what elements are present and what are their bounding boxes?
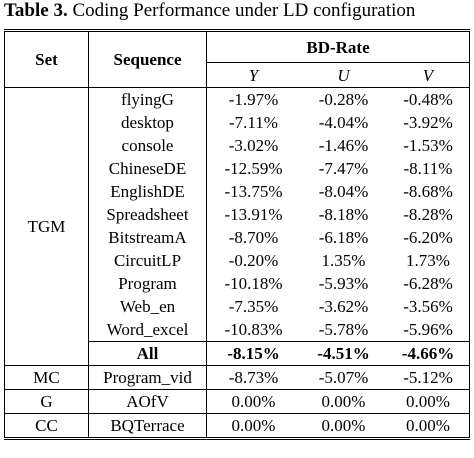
set-cell: MC <box>4 365 89 390</box>
value-cell: -13.91% <box>224 205 283 224</box>
value-cell: -4.66% <box>387 341 470 366</box>
header-cell: BD-Rate <box>206 30 470 63</box>
value-cell: -0.28% <box>318 90 369 109</box>
sequence-cell: Spreadsheet <box>88 203 207 226</box>
data-row: desktop -7.11% -4.04% -3.92% <box>5 111 470 134</box>
value-cell: -5.93% <box>318 274 369 293</box>
header-cell: Y <box>248 65 259 85</box>
set-cell: CC <box>4 413 89 439</box>
value-cell: -3.02% <box>228 136 279 155</box>
results-table: Set Sequence BD-Rate Y U V TGM flyingG -1.… <box>4 29 470 440</box>
value-cell: 0.00% <box>387 389 470 414</box>
sequence-cell: BitstreamA <box>88 226 207 249</box>
caption-text: Coding Performance under LD configuratio… <box>72 0 416 21</box>
data-row: console -3.02% -1.46% -1.53% <box>5 134 470 157</box>
set-cell: G <box>4 389 89 414</box>
sequence-cell: flyingG <box>88 87 207 111</box>
value-cell: 1.35% <box>321 251 366 270</box>
value-cell: -10.83% <box>224 320 283 339</box>
value-cell: -6.20% <box>403 228 453 247</box>
data-row: G AOfV 0.00% 0.00% 0.00% <box>4 389 470 414</box>
data-row: ChineseDE -12.59% -7.47% -8.11% <box>5 157 470 180</box>
value-cell: -6.28% <box>403 274 453 293</box>
value-cell: -3.56% <box>403 297 453 316</box>
value-cell: -6.18% <box>318 228 369 247</box>
value-cell: 0.00% <box>300 389 387 414</box>
value-cell: -4.51% <box>300 341 387 366</box>
value-cell: -4.04% <box>318 113 369 132</box>
sequence-cell: console <box>88 134 207 157</box>
data-row: Word_excel -10.83% -5.78% -5.96% <box>5 318 470 342</box>
value-cell: -1.53% <box>403 136 453 155</box>
data-row: Web_en -7.35% -3.62% -3.56% <box>5 295 470 318</box>
sequence-cell: EnglishDE <box>88 180 207 203</box>
caption-label: Table 3. <box>4 0 68 21</box>
value-cell: -5.07% <box>300 365 387 390</box>
sequence-cell: All <box>88 341 207 366</box>
value-cell: -8.15% <box>206 341 300 366</box>
value-cell: -8.70% <box>228 228 279 247</box>
value-cell: 0.00% <box>387 413 470 439</box>
value-cell: 0.00% <box>206 413 300 439</box>
caption: Table 3. Coding Performance under LD con… <box>4 0 415 22</box>
value-cell: -0.20% <box>228 251 279 270</box>
header-cell: Sequence <box>88 30 207 88</box>
sequence-cell: AOfV <box>88 389 207 414</box>
data-row: EnglishDE -13.75% -8.04% -8.68% <box>5 180 470 203</box>
value-cell: -8.18% <box>318 205 369 224</box>
sequence-cell: Program_vid <box>88 365 207 390</box>
sequence-cell: Word_excel <box>88 318 207 342</box>
data-row: Spreadsheet -13.91% -8.18% -8.28% <box>5 203 470 226</box>
table-body: TGM flyingG -1.97% -0.28% -0.48% desktop -7.11… <box>4 87 470 439</box>
value-cell: 0.00% <box>206 389 300 414</box>
data-row: CC BQTerrace 0.00% 0.00% 0.00% <box>4 413 470 439</box>
value-cell: -0.48% <box>403 90 453 109</box>
value-cell: -8.28% <box>403 205 453 224</box>
sequence-cell: desktop <box>88 111 207 134</box>
value-cell: 0.00% <box>300 413 387 439</box>
header-cell: V <box>422 65 434 85</box>
value-cell: -13.75% <box>224 182 283 201</box>
value-cell: -8.04% <box>318 182 369 201</box>
value-cell: -1.46% <box>318 136 369 155</box>
value-cell: -5.12% <box>387 365 470 390</box>
value-cell: -5.96% <box>403 320 453 339</box>
sequence-cell: ChineseDE <box>88 157 207 180</box>
value-cell: -7.35% <box>228 297 279 316</box>
value-cell: -3.92% <box>403 113 453 132</box>
header-cell: Set <box>4 30 89 88</box>
value-cell: -8.73% <box>206 365 300 390</box>
value-cell: -8.11% <box>403 159 453 178</box>
sequence-cell: CircuitLP <box>88 249 207 272</box>
data-row: CircuitLP -0.20% 1.35% 1.73% <box>5 249 470 272</box>
value-cell: -5.78% <box>318 320 369 339</box>
data-row: Program -10.18% -5.93% -6.28% <box>5 272 470 295</box>
data-row: MC Program_vid -8.73% -5.07% -5.12% <box>4 365 470 390</box>
sequence-cell: Program <box>88 272 207 295</box>
data-row: BitstreamA -8.70% -6.18% -6.20% <box>5 226 470 249</box>
sequence-cell: BQTerrace <box>88 413 207 439</box>
header-cell: U <box>337 65 350 85</box>
total-row: All -8.15% -4.51% -4.66% <box>5 341 470 366</box>
sequence-cell: Web_en <box>88 295 207 318</box>
value-cell: -12.59% <box>224 159 283 178</box>
data-row: TGM flyingG -1.97% -0.28% -0.48% <box>4 87 470 366</box>
value-cell: -10.18% <box>224 274 283 293</box>
value-cell: -3.62% <box>318 297 369 316</box>
value-cell: 1.73% <box>406 251 450 270</box>
value-cell: -7.11% <box>229 113 278 132</box>
value-cell: -7.47% <box>318 159 369 178</box>
value-cell: -1.97% <box>228 90 279 109</box>
set-cell: TGM <box>4 87 89 366</box>
value-cell: -8.68% <box>403 182 453 201</box>
